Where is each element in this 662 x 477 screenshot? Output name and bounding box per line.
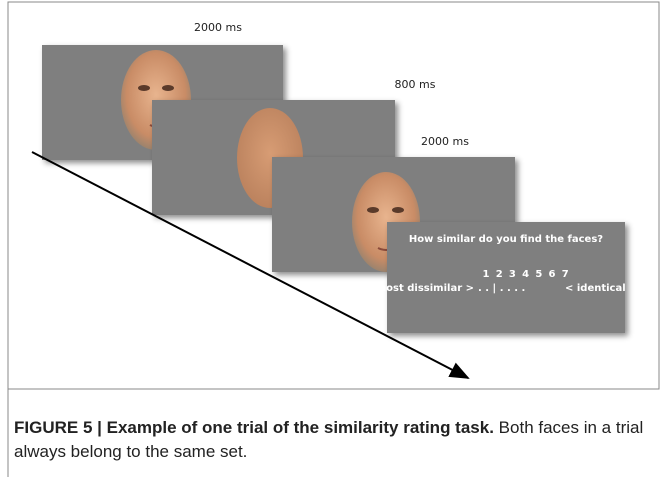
scale-number: 1 (483, 269, 490, 280)
rating-question: How similar do you find the faces? (409, 234, 603, 245)
duration-label: 2000 ms (194, 21, 242, 34)
caption-title: FIGURE 5 | Example of one trial of the s… (14, 418, 494, 437)
frame (7, 1, 660, 477)
scale-number: 4 (522, 269, 529, 280)
scale-number: 2 (496, 269, 503, 280)
duration-label: 2000 ms (421, 135, 469, 148)
time-arrow (31, 151, 470, 379)
scale-number: 7 (562, 269, 569, 280)
scale-right-label: < identical (565, 283, 626, 294)
screen-4 (387, 222, 625, 333)
caption: FIGURE 5 | Example of one trial of the s… (14, 416, 654, 464)
duration-label: 800 ms (395, 78, 436, 91)
scale-left-label: most dissimilar > (376, 283, 474, 294)
scale-number: 3 (509, 269, 516, 280)
scale-number: 6 (549, 269, 556, 280)
scale-dots: . . | . . . . (478, 283, 525, 294)
scale-number: 5 (535, 269, 542, 280)
caption-text: Both faces in a trial always belong to t… (14, 418, 644, 461)
